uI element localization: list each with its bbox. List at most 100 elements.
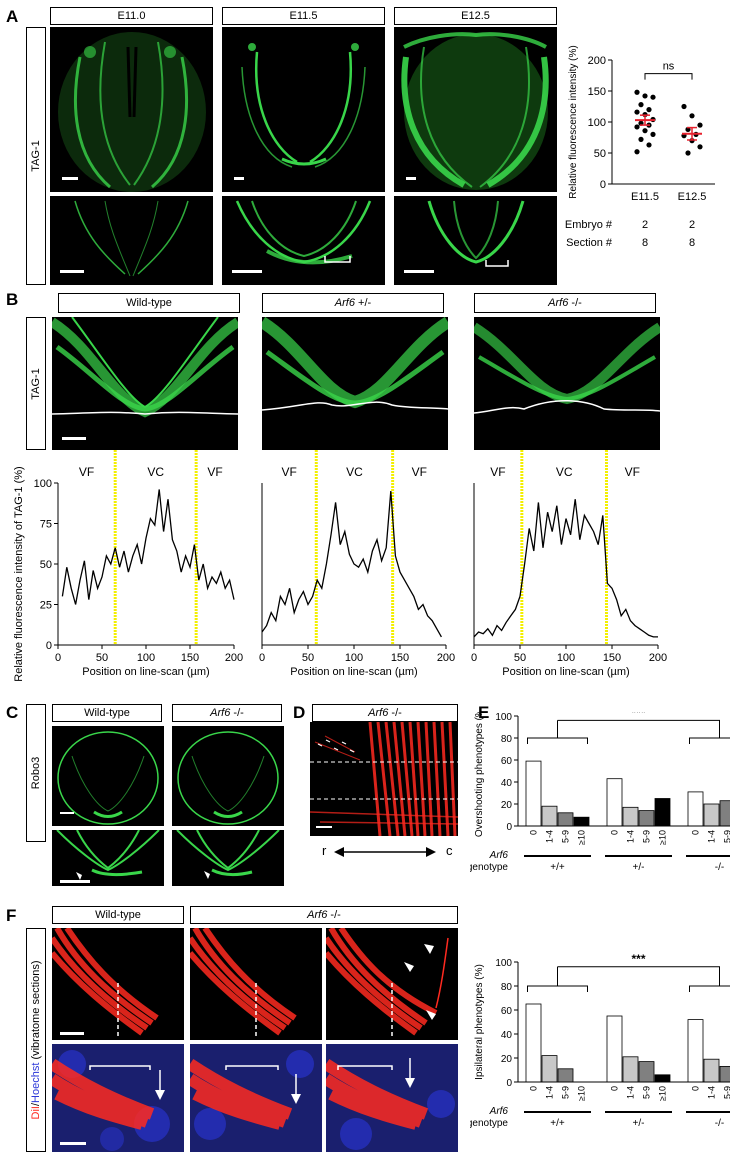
bar [557, 812, 574, 827]
x-tick-label: 200 [225, 652, 243, 664]
x-tick-label: 0 [55, 652, 61, 664]
genotype-label-gene: Arf6 [489, 1106, 509, 1117]
y-tick-label: 100 [34, 478, 52, 490]
y-tick-label: 20 [501, 800, 513, 811]
bar-category-label: 1-4 [545, 830, 555, 843]
significance-bracket [527, 966, 588, 992]
panel-f-micrograph-wild-type-bottom [52, 1044, 184, 1152]
panel-b-micrograph-wild-type [52, 317, 238, 450]
bar-category-label: 1-4 [707, 830, 717, 843]
y-tick-label: 200 [588, 55, 606, 67]
y-tick-label: 50 [40, 559, 52, 571]
x-axis-label: Position on line-scan (µm) [502, 666, 629, 678]
table-cell: 8 [642, 237, 648, 249]
significance-label: *** [631, 712, 645, 719]
y-tick-label: 0 [506, 822, 512, 833]
x-tick-label: 0 [259, 652, 265, 664]
panel-a-scatter-chart: 0 50 100 150 200 Relative fluorescence intens… [565, 45, 715, 249]
panel-c-micrograph-arf6-ko-bottom [172, 830, 284, 886]
bar [606, 1015, 623, 1083]
panel-d-letter: D [293, 703, 306, 722]
y-tick-label: 60 [501, 1006, 513, 1017]
bar [573, 816, 590, 827]
bar-category-label: ≥10 [658, 1086, 668, 1101]
y-tick-label: 50 [594, 148, 606, 160]
y-tick-label: 20 [501, 1054, 513, 1065]
panel-d-header-arf6-ko: Arf6 -/- [312, 704, 458, 722]
region-label-vc: VC [147, 465, 164, 479]
bar [525, 1003, 542, 1083]
bar-category-label: 1-4 [545, 1086, 555, 1099]
bar [622, 806, 639, 827]
panel-a-micrograph-e11-0-bottom [50, 196, 213, 285]
region-label-vf: VF [625, 465, 640, 479]
x-tick-label: E12.5 [678, 191, 707, 203]
data-point [697, 144, 703, 150]
significance-label: *** [631, 952, 645, 966]
group-label: +/+ [550, 862, 565, 873]
x-tick-label: 150 [603, 652, 621, 664]
panel-a-micrograph-e11-0-top [50, 27, 213, 192]
region-label-vc: VC [346, 465, 363, 479]
table-row-label: Embryo # [565, 219, 613, 231]
panel-c-header-arf6-ko: Arf6 -/- [172, 704, 282, 722]
y-tick-label: 75 [40, 519, 52, 531]
panel-a-micrograph-e12-5-bottom [394, 196, 557, 285]
data-point [685, 150, 691, 156]
bar-category-label: ≥10 [577, 830, 587, 845]
y-axis-label: Relative fluorescence intensity of TAG-1… [13, 466, 25, 681]
bar-category-label: 5-9 [642, 1086, 652, 1099]
data-point [638, 102, 644, 108]
panel-b-header-wild-type: Wild-type [58, 293, 240, 313]
y-tick-label: 80 [501, 982, 513, 993]
significance-bracket [557, 966, 730, 992]
region-label-vf: VF [207, 465, 222, 479]
bar-category-label: 0 [691, 1086, 701, 1091]
bar [541, 805, 558, 827]
panel-d-micrograph [310, 722, 458, 836]
group-label: +/+ [550, 1118, 565, 1129]
panel-f-header-wild-type: Wild-type [52, 906, 184, 924]
x-tick-label: 0 [471, 652, 477, 664]
panel-f-micrograph-wild-type-top [52, 928, 184, 1040]
bar-category-label: 1-4 [626, 830, 636, 843]
data-point [697, 122, 703, 128]
x-tick-label: 100 [137, 652, 155, 664]
x-tick-label: 50 [96, 652, 108, 664]
panel-a-side-label: TAG-1 [26, 27, 46, 285]
bar [703, 803, 720, 827]
panel-f-micrograph-arf6-ko-2-bottom [326, 1044, 458, 1152]
data-point [638, 136, 644, 142]
panel-f-bar-chart: Ipsilateral phenotypes (%) 0 20 40 60 80 100 0 1… [470, 952, 730, 1129]
group-label: -/- [715, 862, 724, 873]
region-label-vf: VF [412, 465, 427, 479]
y-tick-label: 0 [506, 1078, 512, 1089]
bar [638, 810, 655, 827]
bar [654, 798, 671, 827]
bar-category-label: 5-9 [723, 830, 730, 843]
panel-c-side-label: Robo3 [26, 704, 46, 842]
y-tick-label: 0 [600, 179, 606, 191]
panel-a-header-e11-5: E11.5 [222, 7, 385, 25]
y-tick-label: 100 [588, 117, 606, 129]
group-label: +/- [633, 1118, 645, 1129]
bar [687, 1019, 704, 1083]
bar-category-label: 1-4 [626, 1086, 636, 1099]
panel-c-micrograph-wild-type-bottom [52, 830, 164, 886]
bar [703, 1058, 720, 1083]
panel-c-letter: C [6, 703, 19, 722]
data-point [650, 94, 656, 100]
y-tick-label: 25 [40, 600, 52, 612]
bar [557, 1068, 574, 1083]
x-tick-label: 150 [181, 652, 199, 664]
y-tick-label: 100 [495, 712, 512, 723]
x-tick-label: 200 [649, 652, 667, 664]
genotype-label-text: genotype [470, 1118, 508, 1129]
panel-f-micrograph-arf6-ko-1-bottom [190, 1044, 322, 1152]
panel-b-header-arf6-ko: Arf6 -/- [474, 293, 656, 313]
panel-e-letter: E [478, 703, 490, 722]
y-tick-label: 80 [501, 734, 513, 745]
x-tick-label: 100 [557, 652, 575, 664]
panel-c-header-wild-type: Wild-type [52, 704, 162, 722]
bar-category-label: 1-4 [707, 1086, 717, 1099]
